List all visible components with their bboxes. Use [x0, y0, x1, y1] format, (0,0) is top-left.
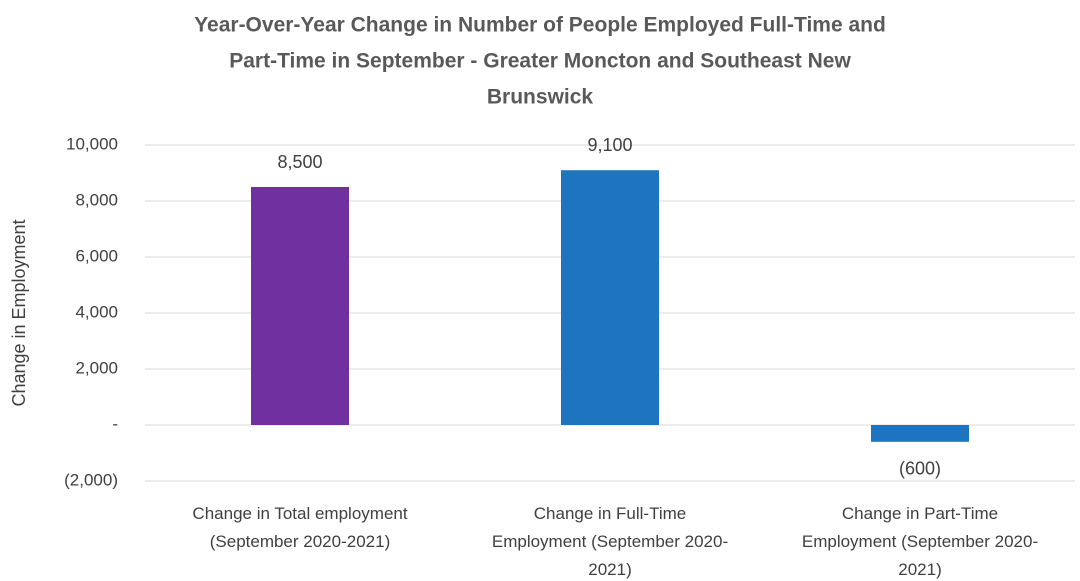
y-axis-label: Change in Employment [9, 219, 29, 406]
data-label: 9,100 [587, 135, 632, 155]
bars [251, 170, 969, 442]
x-category-line: Employment (September 2020- [802, 532, 1038, 551]
chart-title-line: Part-Time in September - Greater Moncton… [229, 50, 851, 73]
chart-title-line: Brunswick [487, 86, 594, 109]
x-category-line: (September 2020-2021) [210, 532, 391, 551]
bar [251, 187, 349, 425]
y-tick-label: 2,000 [75, 358, 118, 377]
y-tick-label: 8,000 [75, 190, 118, 209]
x-category-line: Change in Full-Time [534, 504, 686, 523]
x-category-label: Change in Total employment (September 202… [192, 504, 407, 551]
y-tick-label: 4,000 [75, 302, 118, 321]
chart-title: Year-Over-Year Change in Number of Peopl… [194, 14, 886, 109]
x-category-label: Change in Full-Time Employment (September… [492, 504, 728, 579]
y-tick-label: 6,000 [75, 246, 118, 265]
x-category-line: Change in Total employment [192, 504, 407, 523]
y-axis-ticks: 10,000 8,000 6,000 4,000 2,000 - (2,000) [64, 134, 118, 489]
y-tick-label: - [112, 414, 118, 433]
x-axis-categories: Change in Total employment (September 202… [192, 504, 1038, 579]
data-labels: 8,500 9,100 (600) [277, 135, 941, 479]
x-category-line: Change in Part-Time [842, 504, 998, 523]
x-category-line: Employment (September 2020- [492, 532, 728, 551]
x-category-label: Change in Part-Time Employment (September… [802, 504, 1038, 579]
x-category-line: 2021) [898, 560, 941, 579]
y-tick-label: (2,000) [64, 470, 118, 489]
data-label: 8,500 [277, 152, 322, 172]
bar [561, 170, 659, 425]
x-category-line: 2021) [588, 560, 631, 579]
y-tick-label: 10,000 [66, 134, 118, 153]
data-label: (600) [899, 459, 941, 479]
chart-title-line: Year-Over-Year Change in Number of Peopl… [194, 14, 886, 37]
bar [871, 425, 969, 442]
